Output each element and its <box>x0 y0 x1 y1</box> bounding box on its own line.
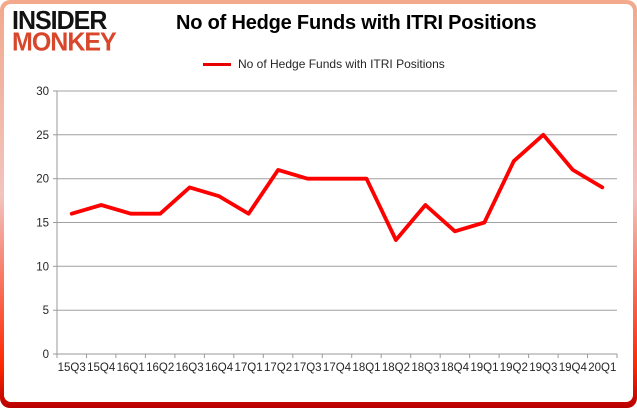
legend-label: No of Hedge Funds with ITRI Positions <box>238 57 445 71</box>
x-tick-label: 19Q2 <box>500 362 528 374</box>
y-tick-label: 5 <box>43 305 49 317</box>
x-tick-label: 15Q4 <box>87 362 116 374</box>
series-line <box>69 132 605 242</box>
x-tick-label: 15Q3 <box>58 362 86 374</box>
x-tick-label: 17Q4 <box>323 362 352 374</box>
y-tick-label: 15 <box>36 218 49 230</box>
x-tick-label: 16Q2 <box>146 362 174 374</box>
x-tick-label: 18Q4 <box>441 362 470 374</box>
x-tick-label: 17Q2 <box>264 362 292 374</box>
y-tick-label: 20 <box>36 174 49 186</box>
x-tick-label: 18Q1 <box>352 362 380 374</box>
legend: No of Hedge Funds with ITRI Positions <box>203 57 445 71</box>
y-tick-label: 25 <box>36 130 49 142</box>
x-tick-label: 19Q4 <box>559 362 588 374</box>
logo-line-insider: INSIDER <box>12 5 107 36</box>
insider-monkey-logo: INSIDER MONKEY <box>12 5 117 57</box>
x-tick-label: 16Q1 <box>117 362 145 374</box>
y-tick-label: 10 <box>36 261 49 273</box>
x-tick-label: 20Q1 <box>588 362 616 374</box>
x-tick-label: 18Q2 <box>382 362 410 374</box>
x-tick-label: 17Q1 <box>235 362 263 374</box>
y-tick-label: 30 <box>36 86 49 98</box>
x-tick-label: 17Q3 <box>293 362 321 374</box>
logo-line-monkey: MONKEY <box>12 27 117 57</box>
chart-title: No of Hedge Funds with ITRI Positions <box>176 12 537 34</box>
x-tick-label: 19Q1 <box>470 362 498 374</box>
x-tick-label: 18Q3 <box>411 362 439 374</box>
x-tick-label: 16Q4 <box>205 362 234 374</box>
y-tick-label: 0 <box>43 349 49 361</box>
legend-line-marker <box>203 62 231 66</box>
chart-canvas: INSIDER MONKEY No of Hedge Funds with IT… <box>4 4 633 402</box>
x-tick-label: 19Q3 <box>529 362 557 374</box>
line-chart: 0 5 10 15 20 25 30 15Q3 15Q4 16Q1 16Q2 16Q3 16Q4 17Q1… <box>36 86 618 374</box>
x-tick-label: 16Q3 <box>176 362 204 374</box>
